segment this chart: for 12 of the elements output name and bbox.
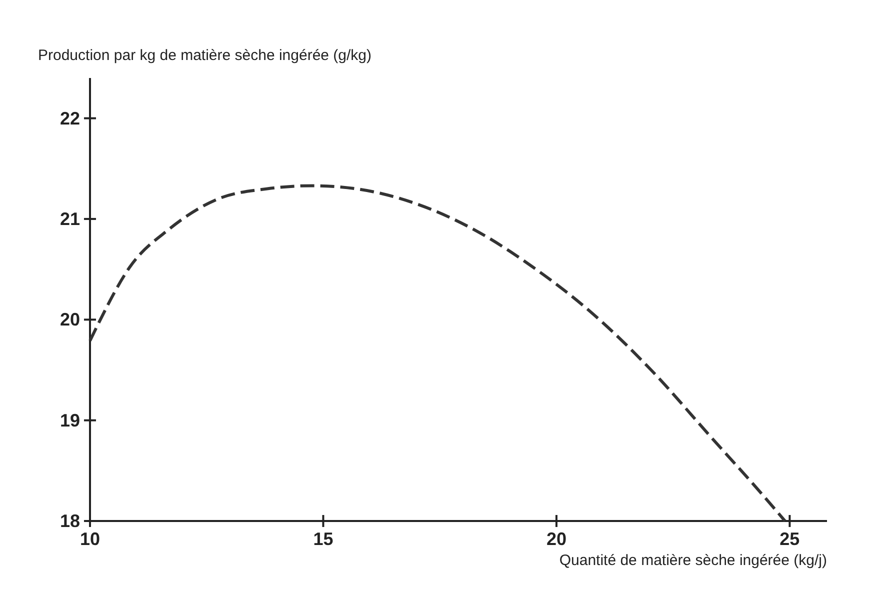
y-axis-title: Production par kg de matière sèche ingérée (g/kg) — [38, 47, 372, 64]
x-tick-label: 10 — [80, 529, 100, 549]
x-tick-label: 25 — [780, 529, 800, 549]
y-tick-label: 18 — [60, 511, 80, 531]
y-tick-label: 21 — [60, 208, 80, 229]
x-tick-label: 20 — [546, 529, 566, 549]
x-axis-title: Quantité de matière sèche ingérée (kg/j) — [559, 552, 827, 569]
line-series — [88, 184, 787, 522]
x-tick-label: 15 — [313, 529, 334, 549]
y-tick-label: 19 — [60, 410, 80, 430]
y-tick-label: 22 — [60, 108, 80, 128]
y-tick-label: 20 — [60, 310, 80, 330]
